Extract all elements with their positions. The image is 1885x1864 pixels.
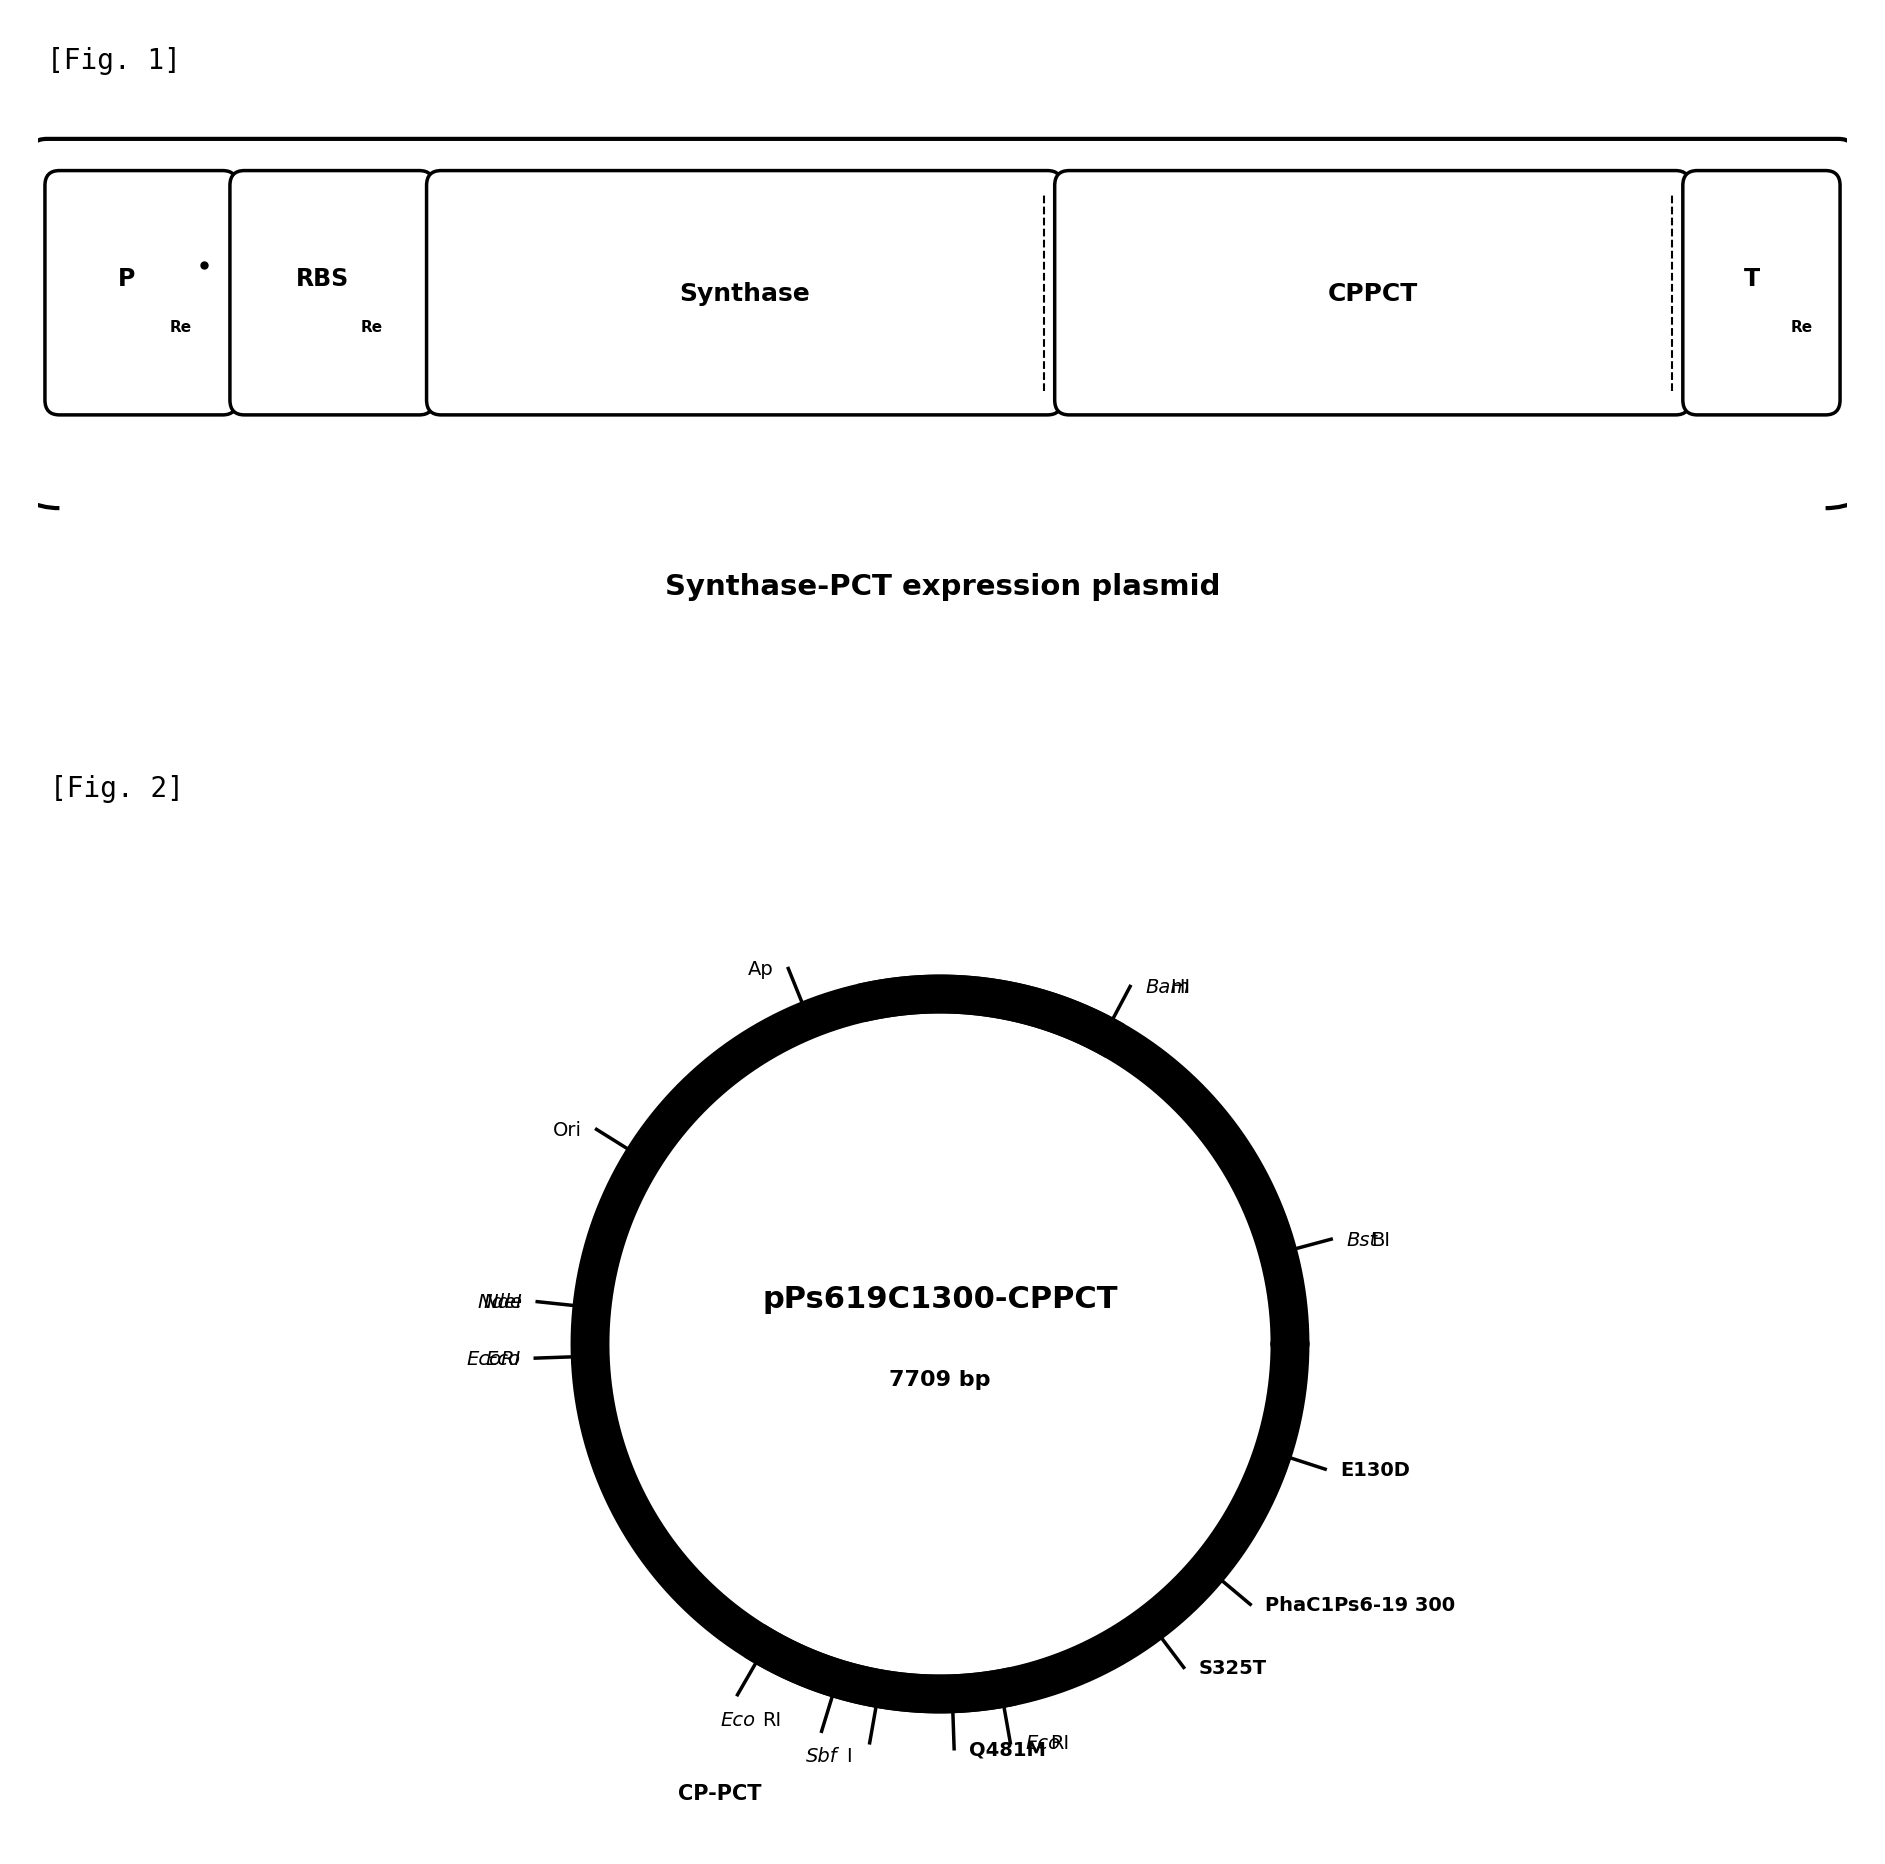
Text: NdeI: NdeI — [477, 1292, 522, 1312]
FancyBboxPatch shape — [230, 171, 434, 416]
Text: S325T: S325T — [1199, 1659, 1267, 1678]
Polygon shape — [735, 1625, 763, 1657]
Text: pPs619C1300-CPPCT: pPs619C1300-CPPCT — [762, 1284, 1118, 1314]
Text: Eco: Eco — [720, 1709, 756, 1728]
Text: EcoRI: EcoRI — [466, 1350, 520, 1368]
Text: Synthase-PCT expression plasmid: Synthase-PCT expression plasmid — [665, 572, 1220, 602]
Polygon shape — [588, 1415, 615, 1439]
Text: RBS: RBS — [296, 267, 349, 291]
Text: HI: HI — [1171, 977, 1189, 997]
Text: Re: Re — [360, 319, 383, 336]
Text: E130D: E130D — [1340, 1460, 1410, 1478]
Text: Synthase: Synthase — [679, 281, 811, 306]
Text: CPPCT: CPPCT — [1327, 281, 1418, 306]
Text: Nde: Nde — [483, 1292, 522, 1312]
Text: Ori: Ori — [552, 1120, 582, 1139]
Text: RI: RI — [763, 1709, 782, 1728]
Text: [Fig. 1]: [Fig. 1] — [47, 47, 181, 75]
Text: RI: RI — [1050, 1734, 1069, 1752]
Text: Ap: Ap — [748, 960, 773, 979]
Text: Eco: Eco — [1025, 1734, 1061, 1752]
Text: Bam: Bam — [1144, 977, 1189, 997]
Text: BI: BI — [1370, 1230, 1391, 1249]
FancyBboxPatch shape — [426, 171, 1061, 416]
Polygon shape — [641, 1128, 665, 1152]
Text: CP-PCT: CP-PCT — [679, 1782, 762, 1802]
Text: P: P — [119, 267, 136, 291]
Text: Re: Re — [170, 319, 192, 336]
Text: Bst: Bst — [1346, 1230, 1378, 1249]
Text: Re: Re — [1791, 319, 1811, 336]
Polygon shape — [631, 1514, 656, 1538]
FancyBboxPatch shape — [28, 140, 1857, 718]
Text: PhaC1Ps6-19 300: PhaC1Ps6-19 300 — [1265, 1596, 1455, 1614]
Text: 7709 bp: 7709 bp — [890, 1370, 992, 1389]
Polygon shape — [731, 1046, 756, 1070]
Polygon shape — [1106, 1025, 1135, 1057]
Text: I: I — [846, 1747, 852, 1765]
Text: [Fig. 2]: [Fig. 2] — [51, 775, 185, 803]
Text: Eco: Eco — [484, 1350, 520, 1368]
FancyBboxPatch shape — [1683, 171, 1840, 416]
FancyBboxPatch shape — [1056, 171, 1691, 416]
Text: Q481M: Q481M — [969, 1739, 1046, 1758]
Text: Sbf: Sbf — [805, 1747, 837, 1765]
Text: T: T — [1744, 267, 1761, 291]
FancyBboxPatch shape — [45, 171, 238, 416]
